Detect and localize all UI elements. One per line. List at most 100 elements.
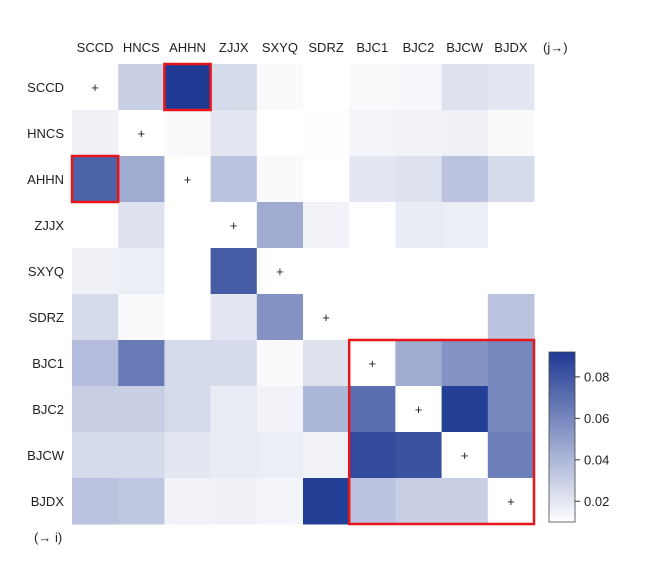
heatmap-cell bbox=[487, 432, 535, 479]
row-label: SDRZ bbox=[29, 310, 64, 325]
heatmap-cell bbox=[72, 156, 119, 203]
heatmap-cell-diagonal bbox=[441, 432, 489, 479]
heatmap-cell bbox=[349, 386, 396, 433]
heatmap-cell bbox=[256, 110, 304, 157]
diagonal-marker: + bbox=[415, 402, 423, 417]
heatmap-cell-diagonal bbox=[164, 156, 212, 203]
heatmap-cell bbox=[303, 248, 350, 295]
heatmap-cell bbox=[72, 478, 119, 525]
heatmap-cell bbox=[487, 340, 535, 387]
heatmap-cell bbox=[441, 386, 489, 433]
heatmap-cell bbox=[349, 202, 396, 249]
heatmap-cell bbox=[256, 202, 304, 249]
heatmap-cell bbox=[441, 156, 489, 203]
heatmap-cell bbox=[164, 386, 212, 433]
heatmap-cell bbox=[441, 294, 489, 341]
column-labels: SCCD HNCS AHHN ZJJX SXYQ SDRZ BJC1 BJC2 BJCW BJDX bbox=[77, 40, 528, 55]
diagonal-marker: + bbox=[322, 310, 330, 325]
heatmap-cell-diagonal bbox=[118, 110, 165, 157]
heatmap-cell bbox=[164, 110, 212, 157]
heatmap-cell bbox=[72, 386, 119, 433]
heatmap-cell-diagonal bbox=[303, 294, 350, 341]
heatmap-cell bbox=[210, 386, 258, 433]
heatmap-cell bbox=[256, 386, 304, 433]
column-label: SXYQ bbox=[262, 40, 298, 55]
highlight-boxes bbox=[70, 62, 536, 526]
heatmap-cell-diagonal bbox=[349, 340, 396, 387]
heatmap-cell bbox=[164, 248, 212, 295]
heatmap-cell bbox=[487, 202, 535, 249]
row-label: BJCW bbox=[27, 448, 65, 463]
diagonal-marker: + bbox=[138, 126, 146, 141]
heatmap-cell bbox=[210, 478, 258, 525]
row-label: AHHN bbox=[27, 172, 64, 187]
heatmap-cell-diagonal bbox=[72, 64, 119, 111]
heatmap-cell bbox=[164, 478, 212, 525]
row-label: BJC1 bbox=[32, 356, 64, 371]
diagonal-marker: + bbox=[91, 80, 99, 95]
diagonal-markers: + + + + + + + + + + bbox=[91, 80, 514, 509]
heatmap-cell bbox=[487, 294, 535, 341]
heatmap-cell bbox=[349, 64, 396, 111]
colorbar-ticks: 0.02 0.04 0.06 0.08 bbox=[575, 369, 609, 509]
heatmap-cell bbox=[118, 156, 165, 203]
heatmap-cell bbox=[487, 156, 535, 203]
heatmap-cell bbox=[72, 432, 119, 479]
heatmap-cell bbox=[441, 248, 489, 295]
heatmap-cell bbox=[72, 294, 119, 341]
column-label: SCCD bbox=[77, 40, 114, 55]
colorbar-tick-label: 0.08 bbox=[584, 369, 609, 384]
heatmap-cell bbox=[303, 432, 350, 479]
highlight-box bbox=[347, 338, 536, 526]
column-label: BJC2 bbox=[403, 40, 435, 55]
heatmap-cell bbox=[256, 294, 304, 341]
heatmap-cell bbox=[441, 64, 489, 111]
heatmap-cell bbox=[164, 432, 212, 479]
heatmap-cell bbox=[72, 202, 119, 249]
colorbar-tick-label: 0.02 bbox=[584, 494, 609, 509]
heatmap-cell bbox=[72, 340, 119, 387]
heatmap-cell bbox=[349, 156, 396, 203]
heatmap-cell bbox=[395, 478, 443, 525]
heatmap-cell bbox=[164, 340, 212, 387]
heatmap-cell bbox=[256, 340, 304, 387]
heatmap-cell bbox=[395, 340, 443, 387]
heatmap-cell bbox=[164, 202, 212, 249]
heatmap-cell-diagonal bbox=[210, 202, 258, 249]
heatmap-cell bbox=[118, 64, 165, 111]
heatmap-cell bbox=[303, 64, 350, 111]
heatmap-cell bbox=[118, 386, 165, 433]
heatmap-cell bbox=[395, 248, 443, 295]
heatmap-cell bbox=[118, 294, 165, 341]
heatmap-cell bbox=[118, 202, 165, 249]
heatmap-cell bbox=[395, 202, 443, 249]
colorbar-tick-label: 0.06 bbox=[584, 411, 609, 426]
heatmap-cell bbox=[118, 432, 165, 479]
heatmap-cell bbox=[118, 478, 165, 525]
column-axis-label: (j→) bbox=[543, 40, 568, 55]
heatmap-cell bbox=[210, 248, 258, 295]
column-label: ZJJX bbox=[219, 40, 249, 55]
column-label: HNCS bbox=[123, 40, 160, 55]
colorbar-gradient bbox=[548, 351, 576, 523]
row-label: SXYQ bbox=[28, 264, 64, 279]
heatmap-cell bbox=[118, 340, 165, 387]
heatmap-cell bbox=[256, 64, 304, 111]
diagonal-marker: + bbox=[276, 264, 284, 279]
colorbar: 0.02 0.04 0.06 0.08 bbox=[548, 351, 609, 523]
row-labels: SCCD HNCS AHHN ZJJX SXYQ SDRZ BJC1 BJC2 BJCW BJDX bbox=[27, 80, 65, 509]
diagonal-marker: + bbox=[507, 494, 515, 509]
colorbar-tick-label: 0.04 bbox=[584, 452, 609, 467]
heatmap-cell bbox=[303, 340, 350, 387]
column-label: SDRZ bbox=[308, 40, 343, 55]
heatmap-cell bbox=[395, 64, 443, 111]
diagonal-marker: + bbox=[461, 448, 469, 463]
heatmap-cell bbox=[349, 110, 396, 157]
heatmap-cell bbox=[349, 432, 396, 479]
heatmap-cell bbox=[349, 478, 396, 525]
heatmap-cell bbox=[164, 294, 212, 341]
heatmap-cell bbox=[395, 156, 443, 203]
heatmap-cell bbox=[487, 64, 535, 111]
heatmap-cell bbox=[303, 386, 350, 433]
